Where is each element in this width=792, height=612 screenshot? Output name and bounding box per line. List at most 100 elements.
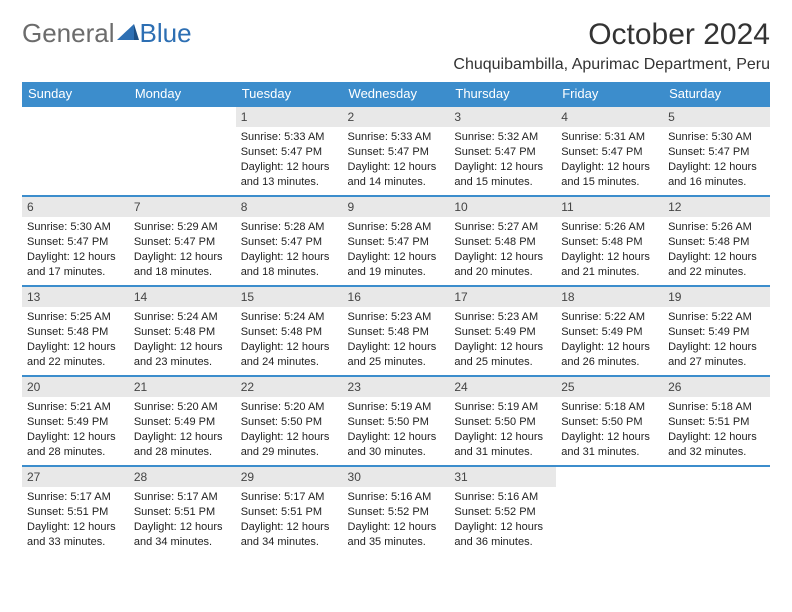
- day-body: Sunrise: 5:17 AMSunset: 5:51 PMDaylight:…: [129, 487, 236, 551]
- calendar-week-row: 20Sunrise: 5:21 AMSunset: 5:49 PMDayligh…: [22, 376, 770, 466]
- daylight-text: Daylight: 12 hours and 29 minutes.: [241, 430, 338, 460]
- calendar-cell: 24Sunrise: 5:19 AMSunset: 5:50 PMDayligh…: [449, 376, 556, 466]
- calendar-cell: 8Sunrise: 5:28 AMSunset: 5:47 PMDaylight…: [236, 196, 343, 286]
- sunset-text: Sunset: 5:48 PM: [241, 325, 338, 340]
- day-header: Wednesday: [343, 82, 450, 106]
- calendar-cell: 20Sunrise: 5:21 AMSunset: 5:49 PMDayligh…: [22, 376, 129, 466]
- sunset-text: Sunset: 5:51 PM: [668, 415, 765, 430]
- daylight-text: Daylight: 12 hours and 17 minutes.: [27, 250, 124, 280]
- day-body: Sunrise: 5:19 AMSunset: 5:50 PMDaylight:…: [449, 397, 556, 461]
- sunset-text: Sunset: 5:47 PM: [454, 145, 551, 160]
- day-body: Sunrise: 5:26 AMSunset: 5:48 PMDaylight:…: [556, 217, 663, 281]
- sunrise-text: Sunrise: 5:33 AM: [241, 130, 338, 145]
- day-body: Sunrise: 5:18 AMSunset: 5:51 PMDaylight:…: [663, 397, 770, 461]
- calendar-cell: 4Sunrise: 5:31 AMSunset: 5:47 PMDaylight…: [556, 106, 663, 196]
- sunrise-text: Sunrise: 5:22 AM: [561, 310, 658, 325]
- day-header: Saturday: [663, 82, 770, 106]
- day-body: Sunrise: 5:20 AMSunset: 5:50 PMDaylight:…: [236, 397, 343, 461]
- daylight-text: Daylight: 12 hours and 35 minutes.: [348, 520, 445, 550]
- day-header: Thursday: [449, 82, 556, 106]
- sunset-text: Sunset: 5:49 PM: [134, 415, 231, 430]
- daylight-text: Daylight: 12 hours and 16 minutes.: [668, 160, 765, 190]
- sunrise-text: Sunrise: 5:23 AM: [348, 310, 445, 325]
- daylight-text: Daylight: 12 hours and 19 minutes.: [348, 250, 445, 280]
- sunrise-text: Sunrise: 5:30 AM: [27, 220, 124, 235]
- day-number: 11: [556, 197, 663, 217]
- day-number: 25: [556, 377, 663, 397]
- day-header: Monday: [129, 82, 236, 106]
- daylight-text: Daylight: 12 hours and 25 minutes.: [454, 340, 551, 370]
- sunrise-text: Sunrise: 5:26 AM: [668, 220, 765, 235]
- sunrise-text: Sunrise: 5:17 AM: [134, 490, 231, 505]
- calendar-cell: 1Sunrise: 5:33 AMSunset: 5:47 PMDaylight…: [236, 106, 343, 196]
- day-body: Sunrise: 5:28 AMSunset: 5:47 PMDaylight:…: [236, 217, 343, 281]
- calendar-cell: 29Sunrise: 5:17 AMSunset: 5:51 PMDayligh…: [236, 466, 343, 556]
- sunrise-text: Sunrise: 5:20 AM: [134, 400, 231, 415]
- daylight-text: Daylight: 12 hours and 18 minutes.: [134, 250, 231, 280]
- day-number: 2: [343, 107, 450, 127]
- daylight-text: Daylight: 12 hours and 14 minutes.: [348, 160, 445, 190]
- sunset-text: Sunset: 5:49 PM: [561, 325, 658, 340]
- daylight-text: Daylight: 12 hours and 27 minutes.: [668, 340, 765, 370]
- day-body: Sunrise: 5:21 AMSunset: 5:49 PMDaylight:…: [22, 397, 129, 461]
- calendar-cell: 28Sunrise: 5:17 AMSunset: 5:51 PMDayligh…: [129, 466, 236, 556]
- day-number: 13: [22, 287, 129, 307]
- day-number: 15: [236, 287, 343, 307]
- day-number: 18: [556, 287, 663, 307]
- day-body: Sunrise: 5:23 AMSunset: 5:49 PMDaylight:…: [449, 307, 556, 371]
- sunrise-text: Sunrise: 5:32 AM: [454, 130, 551, 145]
- sunrise-text: Sunrise: 5:31 AM: [561, 130, 658, 145]
- calendar-cell: 23Sunrise: 5:19 AMSunset: 5:50 PMDayligh…: [343, 376, 450, 466]
- day-number: 1: [236, 107, 343, 127]
- sunset-text: Sunset: 5:52 PM: [454, 505, 551, 520]
- calendar-cell: 5Sunrise: 5:30 AMSunset: 5:47 PMDaylight…: [663, 106, 770, 196]
- sunrise-text: Sunrise: 5:17 AM: [27, 490, 124, 505]
- daylight-text: Daylight: 12 hours and 31 minutes.: [454, 430, 551, 460]
- day-body: Sunrise: 5:23 AMSunset: 5:48 PMDaylight:…: [343, 307, 450, 371]
- calendar-cell: 17Sunrise: 5:23 AMSunset: 5:49 PMDayligh…: [449, 286, 556, 376]
- day-body: Sunrise: 5:33 AMSunset: 5:47 PMDaylight:…: [343, 127, 450, 191]
- calendar-cell: [556, 466, 663, 556]
- day-body: Sunrise: 5:31 AMSunset: 5:47 PMDaylight:…: [556, 127, 663, 191]
- logo-word2: Blue: [140, 18, 192, 49]
- calendar-cell: 21Sunrise: 5:20 AMSunset: 5:49 PMDayligh…: [129, 376, 236, 466]
- sunset-text: Sunset: 5:47 PM: [668, 145, 765, 160]
- daylight-text: Daylight: 12 hours and 21 minutes.: [561, 250, 658, 280]
- day-number: 17: [449, 287, 556, 307]
- sunrise-text: Sunrise: 5:28 AM: [348, 220, 445, 235]
- calendar-cell: 7Sunrise: 5:29 AMSunset: 5:47 PMDaylight…: [129, 196, 236, 286]
- calendar-cell: 3Sunrise: 5:32 AMSunset: 5:47 PMDaylight…: [449, 106, 556, 196]
- sunset-text: Sunset: 5:50 PM: [348, 415, 445, 430]
- sunset-text: Sunset: 5:48 PM: [134, 325, 231, 340]
- day-number: 16: [343, 287, 450, 307]
- day-body: Sunrise: 5:24 AMSunset: 5:48 PMDaylight:…: [129, 307, 236, 371]
- calendar-cell: 13Sunrise: 5:25 AMSunset: 5:48 PMDayligh…: [22, 286, 129, 376]
- sunrise-text: Sunrise: 5:24 AM: [134, 310, 231, 325]
- day-body: Sunrise: 5:28 AMSunset: 5:47 PMDaylight:…: [343, 217, 450, 281]
- day-number: 6: [22, 197, 129, 217]
- day-number: 24: [449, 377, 556, 397]
- sunset-text: Sunset: 5:52 PM: [348, 505, 445, 520]
- daylight-text: Daylight: 12 hours and 34 minutes.: [134, 520, 231, 550]
- calendar-cell: 6Sunrise: 5:30 AMSunset: 5:47 PMDaylight…: [22, 196, 129, 286]
- calendar-cell: 31Sunrise: 5:16 AMSunset: 5:52 PMDayligh…: [449, 466, 556, 556]
- calendar-week-row: 13Sunrise: 5:25 AMSunset: 5:48 PMDayligh…: [22, 286, 770, 376]
- day-number: 31: [449, 467, 556, 487]
- sunset-text: Sunset: 5:50 PM: [241, 415, 338, 430]
- daylight-text: Daylight: 12 hours and 22 minutes.: [27, 340, 124, 370]
- day-body: Sunrise: 5:26 AMSunset: 5:48 PMDaylight:…: [663, 217, 770, 281]
- sunset-text: Sunset: 5:49 PM: [668, 325, 765, 340]
- sunrise-text: Sunrise: 5:28 AM: [241, 220, 338, 235]
- sunrise-text: Sunrise: 5:33 AM: [348, 130, 445, 145]
- sunset-text: Sunset: 5:47 PM: [348, 145, 445, 160]
- day-body: Sunrise: 5:27 AMSunset: 5:48 PMDaylight:…: [449, 217, 556, 281]
- day-number: 27: [22, 467, 129, 487]
- sunrise-text: Sunrise: 5:16 AM: [348, 490, 445, 505]
- daylight-text: Daylight: 12 hours and 23 minutes.: [134, 340, 231, 370]
- day-number: 22: [236, 377, 343, 397]
- sunset-text: Sunset: 5:48 PM: [561, 235, 658, 250]
- sunset-text: Sunset: 5:48 PM: [27, 325, 124, 340]
- calendar-cell: 30Sunrise: 5:16 AMSunset: 5:52 PMDayligh…: [343, 466, 450, 556]
- sunrise-text: Sunrise: 5:21 AM: [27, 400, 124, 415]
- sunrise-text: Sunrise: 5:16 AM: [454, 490, 551, 505]
